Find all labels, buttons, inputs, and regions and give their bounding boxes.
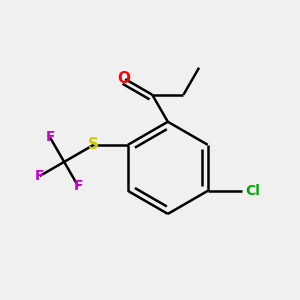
Text: Cl: Cl [245,184,260,198]
Text: F: F [35,169,44,183]
Text: F: F [74,179,83,193]
Text: S: S [88,137,99,152]
Text: O: O [117,71,130,86]
Text: F: F [45,130,55,144]
